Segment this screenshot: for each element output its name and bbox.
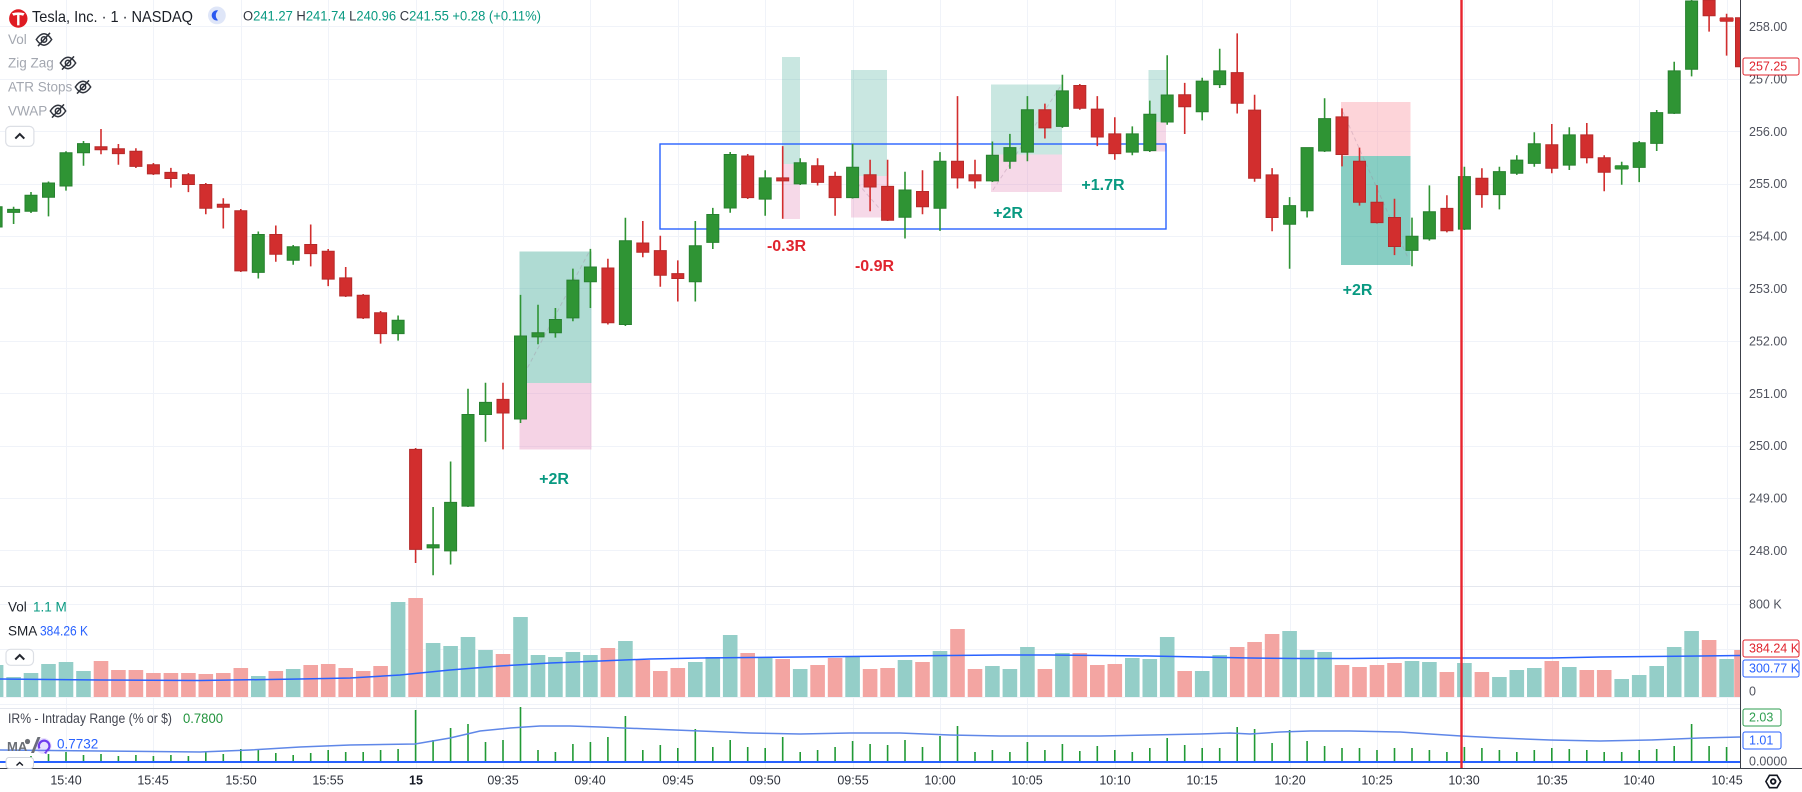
svg-text:10:30: 10:30 xyxy=(1448,774,1479,788)
svg-text:10:00: 10:00 xyxy=(924,774,955,788)
svg-text:15:40: 15:40 xyxy=(50,774,81,788)
svg-text:15:55: 15:55 xyxy=(312,774,343,788)
svg-text:10:15: 10:15 xyxy=(1186,774,1217,788)
svg-text:Vol: Vol xyxy=(8,32,27,47)
svg-text:09:55: 09:55 xyxy=(837,774,868,788)
svg-text:2.03: 2.03 xyxy=(1749,711,1773,725)
svg-text:1.01: 1.01 xyxy=(1749,734,1773,748)
svg-text:258.00: 258.00 xyxy=(1749,20,1787,34)
svg-text:0.7800: 0.7800 xyxy=(183,711,223,726)
svg-text:800 K: 800 K xyxy=(1749,598,1782,612)
svg-text:O241.27 H241.74 L240.96 C241.5: O241.27 H241.74 L240.96 C241.55 +0.28 (+… xyxy=(243,9,541,24)
svg-text:IR% - Intraday Range (% or $): IR% - Intraday Range (% or $) xyxy=(8,711,172,726)
svg-text:254.00: 254.00 xyxy=(1749,230,1787,244)
svg-text:-0.3R: -0.3R xyxy=(767,238,807,255)
svg-text:10:40: 10:40 xyxy=(1623,774,1654,788)
svg-text:384.24 K: 384.24 K xyxy=(1749,642,1800,656)
svg-text:384.26 K: 384.26 K xyxy=(40,624,88,639)
svg-text:300.77 K: 300.77 K xyxy=(1749,662,1800,676)
svg-text:251.00: 251.00 xyxy=(1749,387,1787,401)
svg-text:15:50: 15:50 xyxy=(225,774,256,788)
svg-text:257.25: 257.25 xyxy=(1749,60,1787,74)
svg-text:10:45: 10:45 xyxy=(1711,774,1742,788)
svg-text:Zig Zag: Zig Zag xyxy=(8,56,54,71)
svg-text:-0.9R: -0.9R xyxy=(855,258,895,275)
svg-text:+2R: +2R xyxy=(539,471,569,488)
svg-text:09:45: 09:45 xyxy=(662,774,693,788)
svg-text:250.00: 250.00 xyxy=(1749,439,1787,453)
svg-text:256.00: 256.00 xyxy=(1749,125,1787,139)
svg-text:10:25: 10:25 xyxy=(1361,774,1392,788)
svg-text:1.1 M: 1.1 M xyxy=(33,600,67,615)
svg-text:15: 15 xyxy=(409,774,423,788)
svg-text:0.7732: 0.7732 xyxy=(57,737,98,752)
svg-text:0: 0 xyxy=(1749,685,1756,699)
svg-text:255.00: 255.00 xyxy=(1749,177,1787,191)
svg-text:Tesla, Inc. · 1 · NASDAQ: Tesla, Inc. · 1 · NASDAQ xyxy=(32,9,193,26)
svg-text:10:05: 10:05 xyxy=(1011,774,1042,788)
svg-text:ATR Stops: ATR Stops xyxy=(8,80,73,95)
svg-text:+2R: +2R xyxy=(1343,282,1373,299)
svg-text:252.00: 252.00 xyxy=(1749,334,1787,348)
svg-text:10:20: 10:20 xyxy=(1274,774,1305,788)
svg-text:Vol: Vol xyxy=(8,600,27,615)
svg-text:09:35: 09:35 xyxy=(487,774,518,788)
svg-text:257.00: 257.00 xyxy=(1749,72,1787,86)
svg-text:249.00: 249.00 xyxy=(1749,492,1787,506)
svg-text:SMA: SMA xyxy=(8,624,37,639)
svg-text:10:10: 10:10 xyxy=(1099,774,1130,788)
svg-text:MA: MA xyxy=(7,739,28,754)
svg-text:+2R: +2R xyxy=(993,205,1023,222)
svg-text:253.00: 253.00 xyxy=(1749,282,1787,296)
svg-text:15:45: 15:45 xyxy=(137,774,168,788)
svg-text:09:40: 09:40 xyxy=(574,774,605,788)
svg-text:248.00: 248.00 xyxy=(1749,544,1787,558)
svg-text:10:35: 10:35 xyxy=(1536,774,1567,788)
svg-text:0.0000: 0.0000 xyxy=(1749,755,1787,769)
svg-text:09:50: 09:50 xyxy=(749,774,780,788)
svg-text:VWAP: VWAP xyxy=(8,104,47,119)
svg-text:+1.7R: +1.7R xyxy=(1081,177,1125,194)
